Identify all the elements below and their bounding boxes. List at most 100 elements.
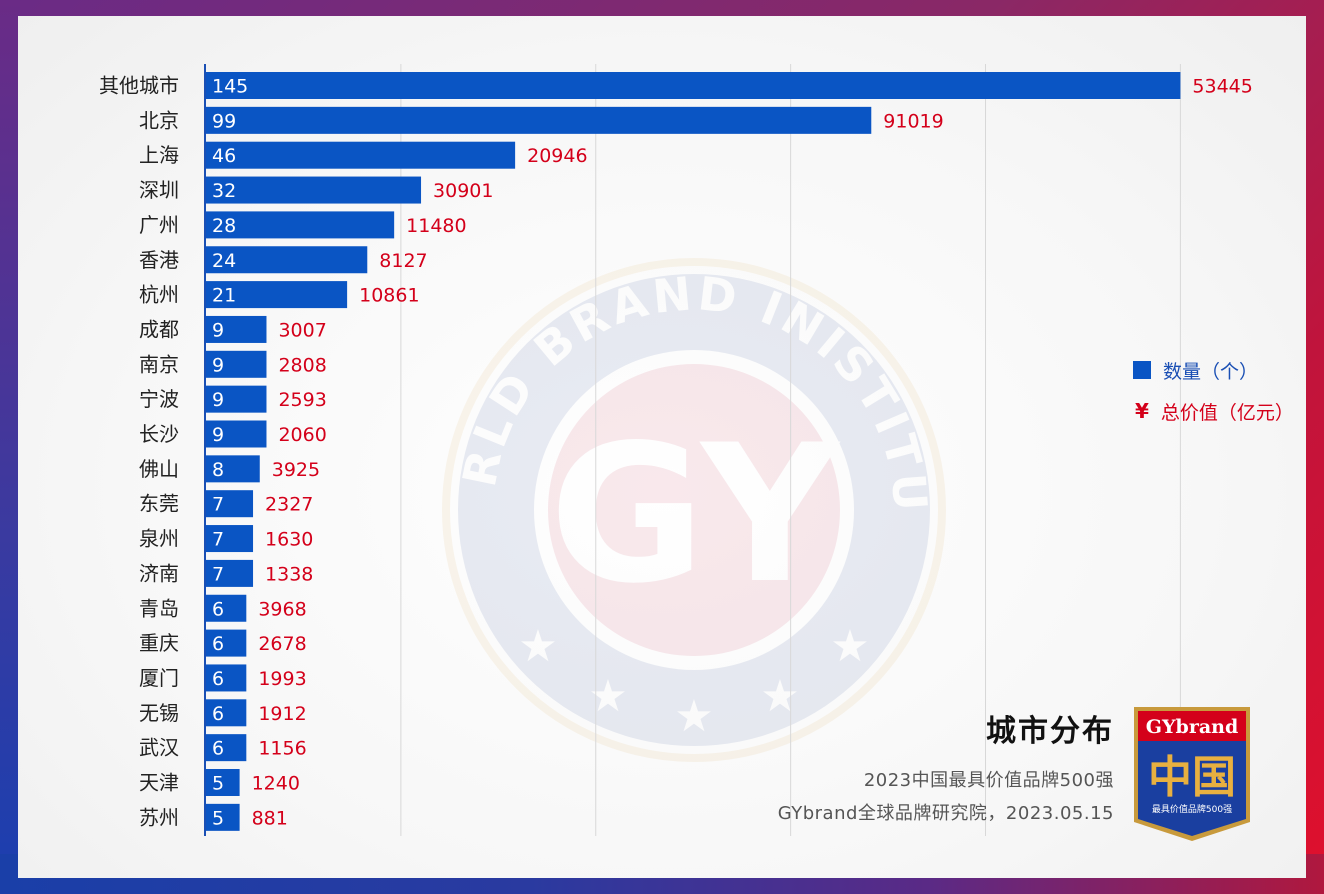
- count-data-label: 9: [212, 424, 224, 446]
- watermark-star-icon: ★: [830, 621, 869, 672]
- category-label: 深圳: [139, 178, 179, 202]
- category-label: 东莞: [139, 492, 179, 516]
- count-data-label: 9: [212, 389, 224, 411]
- count-data-label: 6: [212, 738, 224, 760]
- bar: [206, 525, 254, 553]
- watermark-star-icon: ★: [518, 621, 557, 672]
- watermark-star-icon: ★: [674, 691, 713, 742]
- value-data-label: 10861: [359, 285, 419, 307]
- legend-swatch-blue: [1133, 361, 1151, 379]
- category-label: 北京: [139, 108, 179, 132]
- count-data-label: 6: [212, 598, 224, 620]
- chart-panel: WORLD BRAND INISTITUTE GY ★ ★ ★ ★ ★ 其他城市…: [18, 16, 1306, 878]
- chart-title: 城市分布: [986, 714, 1114, 749]
- bar: [206, 350, 267, 378]
- category-label: 长沙: [139, 422, 179, 446]
- count-data-label: 99: [212, 110, 236, 132]
- value-data-label: 1630: [265, 529, 313, 551]
- bar: [206, 699, 247, 727]
- category-label: 上海: [139, 143, 179, 167]
- count-data-label: 9: [212, 319, 224, 341]
- category-label: 广州: [139, 213, 179, 237]
- bar: [206, 281, 348, 309]
- category-label: 苏州: [139, 805, 179, 829]
- category-label: 南京: [139, 352, 179, 376]
- count-data-label: 7: [212, 563, 224, 585]
- value-data-label: 3007: [278, 319, 326, 341]
- category-label: 厦门: [139, 666, 179, 690]
- legend-count-label: 数量（个）: [1163, 360, 1259, 383]
- value-data-label: 1912: [258, 703, 306, 725]
- bar: [206, 769, 240, 796]
- category-label: 重庆: [139, 631, 179, 655]
- count-data-label: 28: [212, 215, 236, 237]
- count-data-label: 9: [212, 354, 224, 376]
- value-data-label: 53445: [1192, 76, 1252, 98]
- bar: [206, 803, 240, 831]
- count-data-label: 24: [212, 250, 236, 272]
- category-label: 泉州: [139, 527, 179, 551]
- count-data-label: 5: [212, 807, 224, 829]
- category-label: 成都: [139, 317, 179, 341]
- watermark-center-text: GY: [549, 404, 841, 625]
- bar: [206, 141, 516, 169]
- title-block: 城市分布 2023中国最具价值品牌500强 GYbrand全球品牌研究院，202…: [778, 706, 1114, 830]
- count-data-label: 5: [212, 773, 224, 795]
- value-data-label: 2327: [265, 494, 313, 516]
- category-label: 青岛: [139, 596, 179, 620]
- count-data-label: 21: [212, 285, 236, 307]
- bar: [206, 246, 368, 274]
- watermark-star-icon: ★: [760, 671, 799, 722]
- bar: [206, 385, 267, 413]
- bar: [206, 629, 247, 657]
- frame-left-border: [0, 0, 20, 894]
- bar: [206, 664, 247, 692]
- legend-value-label: 总价值（亿元）: [1160, 401, 1294, 424]
- category-label: 其他城市: [99, 74, 179, 98]
- value-data-label: 3925: [272, 459, 320, 481]
- bar: [206, 455, 260, 483]
- category-label: 天津: [139, 771, 179, 795]
- badge-brand-text: GYbrand: [1146, 716, 1239, 738]
- bar: [206, 176, 422, 204]
- bar: [206, 594, 247, 622]
- category-label: 香港: [139, 248, 179, 272]
- category-label: 宁波: [139, 387, 179, 411]
- category-label: 武汉: [139, 736, 179, 760]
- bar-chart: WORLD BRAND INISTITUTE GY ★ ★ ★ ★ ★ 其他城市…: [18, 16, 1253, 836]
- value-data-label: 2060: [278, 424, 326, 446]
- subtitle-line-1: 2023中国最具价值品牌500强: [863, 770, 1114, 791]
- value-data-label: 1338: [265, 563, 313, 585]
- category-label: 杭州: [139, 283, 179, 307]
- badge-caption: 最具价值品牌500强: [1152, 803, 1232, 815]
- value-data-label: 30901: [433, 180, 493, 202]
- bar: [206, 420, 267, 448]
- value-data-label: 8127: [379, 250, 427, 272]
- legend: 数量（个） ¥ 总价值（亿元）: [1133, 358, 1294, 440]
- badge-big-text: 中国: [1148, 752, 1236, 803]
- value-data-label: 91019: [883, 110, 943, 132]
- value-data-label: 1993: [258, 668, 306, 690]
- value-data-label: 1156: [258, 738, 306, 760]
- value-data-label: 11480: [406, 215, 466, 237]
- legend-item-count: 数量（个）: [1133, 358, 1293, 383]
- value-data-label: 1240: [252, 773, 300, 795]
- category-label: 无锡: [139, 701, 179, 725]
- count-data-label: 145: [212, 76, 248, 98]
- watermark-star-icon: ★: [588, 671, 627, 722]
- bar: [206, 559, 254, 587]
- gybrand-badge-logo: GYbrand 中国 最具价值品牌500强: [1134, 707, 1250, 841]
- bar: [206, 490, 254, 518]
- count-data-label: 6: [212, 668, 224, 690]
- bar: [206, 211, 395, 239]
- value-data-label: 20946: [527, 145, 587, 167]
- count-data-label: 32: [212, 180, 236, 202]
- value-data-label: 881: [252, 807, 288, 829]
- value-data-label: 2808: [278, 354, 326, 376]
- legend-item-value: ¥ 总价值（亿元）: [1133, 399, 1294, 424]
- value-data-label: 3968: [258, 598, 306, 620]
- count-data-label: 7: [212, 494, 224, 516]
- count-data-label: 6: [212, 633, 224, 655]
- bar: [206, 315, 267, 343]
